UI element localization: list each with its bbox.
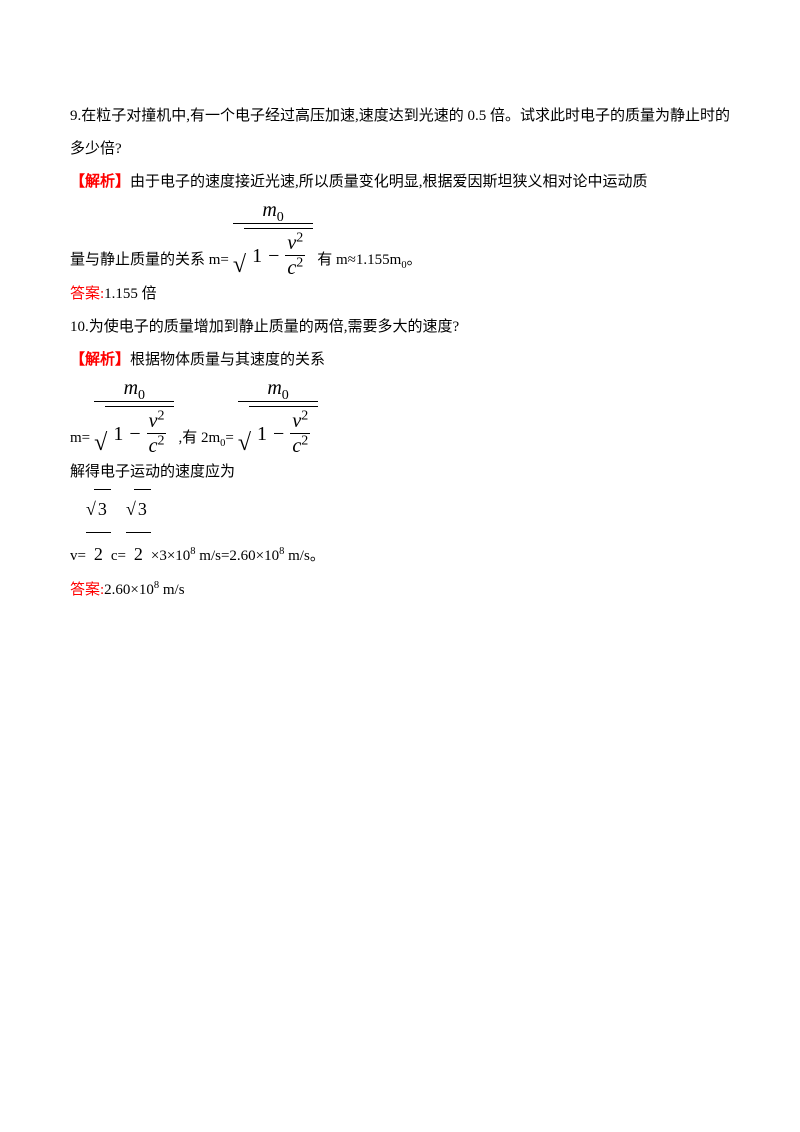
answer-label: 答案: (70, 286, 104, 302)
q9-formula-line: 量与静止质量的关系 m= m0 √ 1 − v2 c2 有 m≈1.155m0。 (70, 199, 730, 278)
q10-b-post-wrap: ×3×108 m/s=2.60×108 m/s。 (151, 544, 325, 574)
q10-formula-line-b: v= √3 2 c= √3 2 ×3×108 m/s=2.60×108 m/s。 (70, 489, 730, 574)
sqrt3-over-2-a: √3 2 (86, 489, 111, 574)
term-minus: − (129, 423, 140, 445)
q9-analysis: 【解析】由于电子的速度接近光速,所以质量变化明显,根据爱因斯坦狭义相对论中运动质 (70, 166, 730, 199)
radicand: 1 − v2 c2 (244, 228, 313, 278)
frac-num-sup: 2 (157, 408, 164, 423)
q10-b-post2: m/s=2.60×10 (196, 548, 280, 564)
term-1: 1 (257, 423, 267, 445)
q10-b-post1: ×3×10 (151, 548, 190, 564)
q10-formula-line-a: m= m0 √ 1 − v2 c2 ,有 2m0= m0 (70, 377, 730, 456)
answer-label: 答案: (70, 582, 104, 598)
relativistic-mass-formula-2: m0 √ 1 − v2 c2 (94, 377, 174, 456)
q10-answer-a: 2.60×10 (104, 582, 154, 598)
q9-answer: 答案:1.155 倍 (70, 278, 730, 311)
q10-b-post3: m/s。 (284, 548, 324, 564)
q10-a-mid: ,有 2m (178, 430, 220, 446)
frac-num-sup: 2 (296, 230, 303, 245)
term-minus: − (268, 245, 279, 267)
inner-fraction: v2 c2 (147, 411, 167, 456)
q10-analysis: 【解析】根据物体质量与其速度的关系 (70, 344, 730, 377)
q10-b-mid: c= (111, 544, 126, 574)
term-minus: − (273, 423, 284, 445)
q10-b-pre: v= (70, 544, 86, 574)
numer-m: m (262, 199, 276, 221)
numer-m: m (124, 377, 138, 399)
rad-3: 3 (94, 489, 111, 530)
q9-line-pre: 量与静止质量的关系 m= (70, 248, 229, 278)
analysis-label: 【解析】 (70, 174, 130, 190)
analysis-label: 【解析】 (70, 352, 130, 368)
numer-m: m (267, 377, 281, 399)
q10-answer-b: m/s (159, 582, 184, 598)
q9-text: 9.在粒子对撞机中,有一个电子经过高压加速,速度达到光速的 0.5 倍。试求此时… (70, 100, 730, 166)
rad-3: 3 (134, 489, 151, 530)
q9-line-post: 有 m≈1.155m (317, 252, 401, 268)
q10-answer: 答案:2.60×108 m/s (70, 574, 730, 607)
den-2: 2 (134, 533, 143, 575)
q10-a-pre: m= (70, 426, 90, 456)
term-1: 1 (252, 245, 262, 267)
inner-fraction: v2 c2 (285, 233, 305, 278)
sqrt3-over-2-b: √3 2 (126, 489, 151, 574)
frac-den-sup: 2 (157, 433, 164, 448)
page: 9.在粒子对撞机中,有一个电子经过高压加速,速度达到光速的 0.5 倍。试求此时… (0, 0, 800, 1132)
term-1: 1 (113, 423, 123, 445)
q10-a-mid-wrap: ,有 2m0= (178, 426, 233, 456)
frac-den: c (287, 257, 296, 279)
q9-analysis-text: 由于电子的速度接近光速,所以质量变化明显,根据爱因斯坦狭义相对论中运动质 (130, 174, 648, 190)
inner-fraction: v2 c2 (290, 411, 310, 456)
frac-den-sup: 2 (301, 433, 308, 448)
q10-analysis-text: 根据物体质量与其速度的关系 (130, 352, 325, 368)
radicand: 1 − v2 c2 (105, 406, 174, 456)
q9-line-post-wrap: 有 m≈1.155m0。 (317, 248, 421, 278)
relativistic-mass-formula-3: m0 √ 1 − v2 c2 (238, 377, 318, 456)
q9-line-post-end: 。 (407, 252, 422, 268)
frac-num: v (292, 410, 301, 432)
q10-solve: 解得电子运动的速度应为 (70, 456, 730, 489)
frac-den: c (292, 435, 301, 457)
relativistic-mass-formula: m0 √ 1 − v2 c2 (233, 199, 313, 278)
frac-num-sup: 2 (301, 408, 308, 423)
frac-num: v (287, 232, 296, 254)
q10-text: 10.为使电子的质量增加到静止质量的两倍,需要多大的速度? (70, 311, 730, 344)
frac-den-sup: 2 (296, 255, 303, 270)
q10-a-mid-eq: = (225, 430, 233, 446)
radicand: 1 − v2 c2 (249, 406, 318, 456)
den-2: 2 (94, 533, 103, 575)
q9-answer-text: 1.155 倍 (104, 286, 157, 302)
